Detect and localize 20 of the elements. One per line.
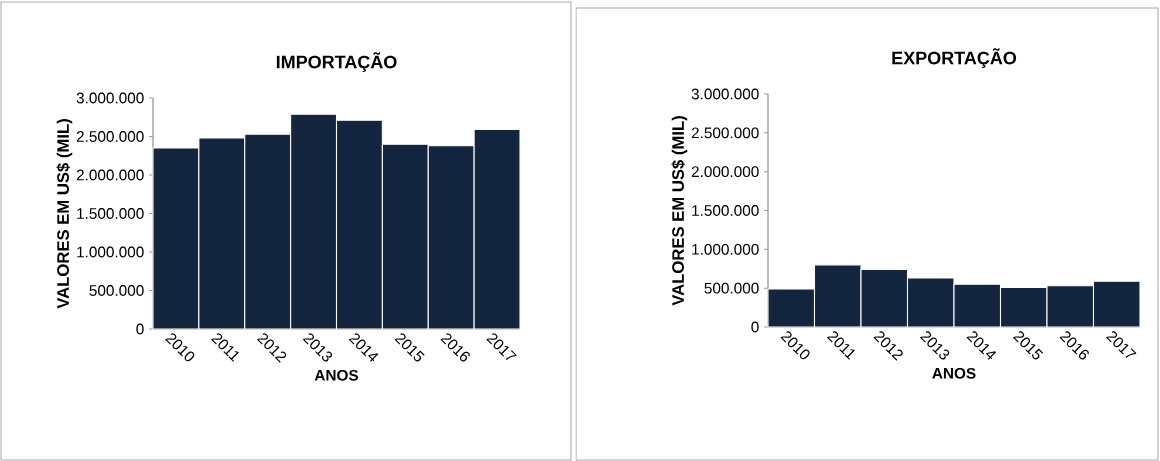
y-tick-label: 2.500.000: [76, 131, 144, 142]
y-tick-label: 0: [751, 321, 759, 333]
y-tick-label: 1.000.000: [77, 246, 144, 258]
y-tick-label: 1.500.000: [692, 205, 759, 216]
y-tick-label: 500.000: [89, 285, 144, 296]
y-tick-label: 2.000.000: [76, 169, 144, 181]
y-tick-label: 1.500.000: [77, 208, 144, 219]
x-axis-title: ANOS: [314, 369, 359, 381]
y-tick-label: 2.500.000: [691, 127, 759, 139]
y-tick-label: 3.000.000: [76, 92, 144, 104]
chart-title: EXPORTAÇÃO: [892, 48, 1017, 68]
x-axis-title: ANOS: [932, 367, 976, 379]
y-tick-label: 0: [136, 323, 144, 335]
y-tick-label: 2.000.000: [691, 166, 759, 178]
chart-title: IMPORTAÇÃO: [276, 52, 397, 72]
y-axis-title: VALORES EM US$ (MIL): [56, 119, 73, 309]
y-tick-label: 1.000.000: [692, 243, 759, 255]
y-axis-title: VALORES EM US$ (MIL): [671, 116, 688, 306]
y-tick-label: 500.000: [704, 282, 759, 294]
y-tick-label: 3.000.000: [691, 88, 759, 100]
